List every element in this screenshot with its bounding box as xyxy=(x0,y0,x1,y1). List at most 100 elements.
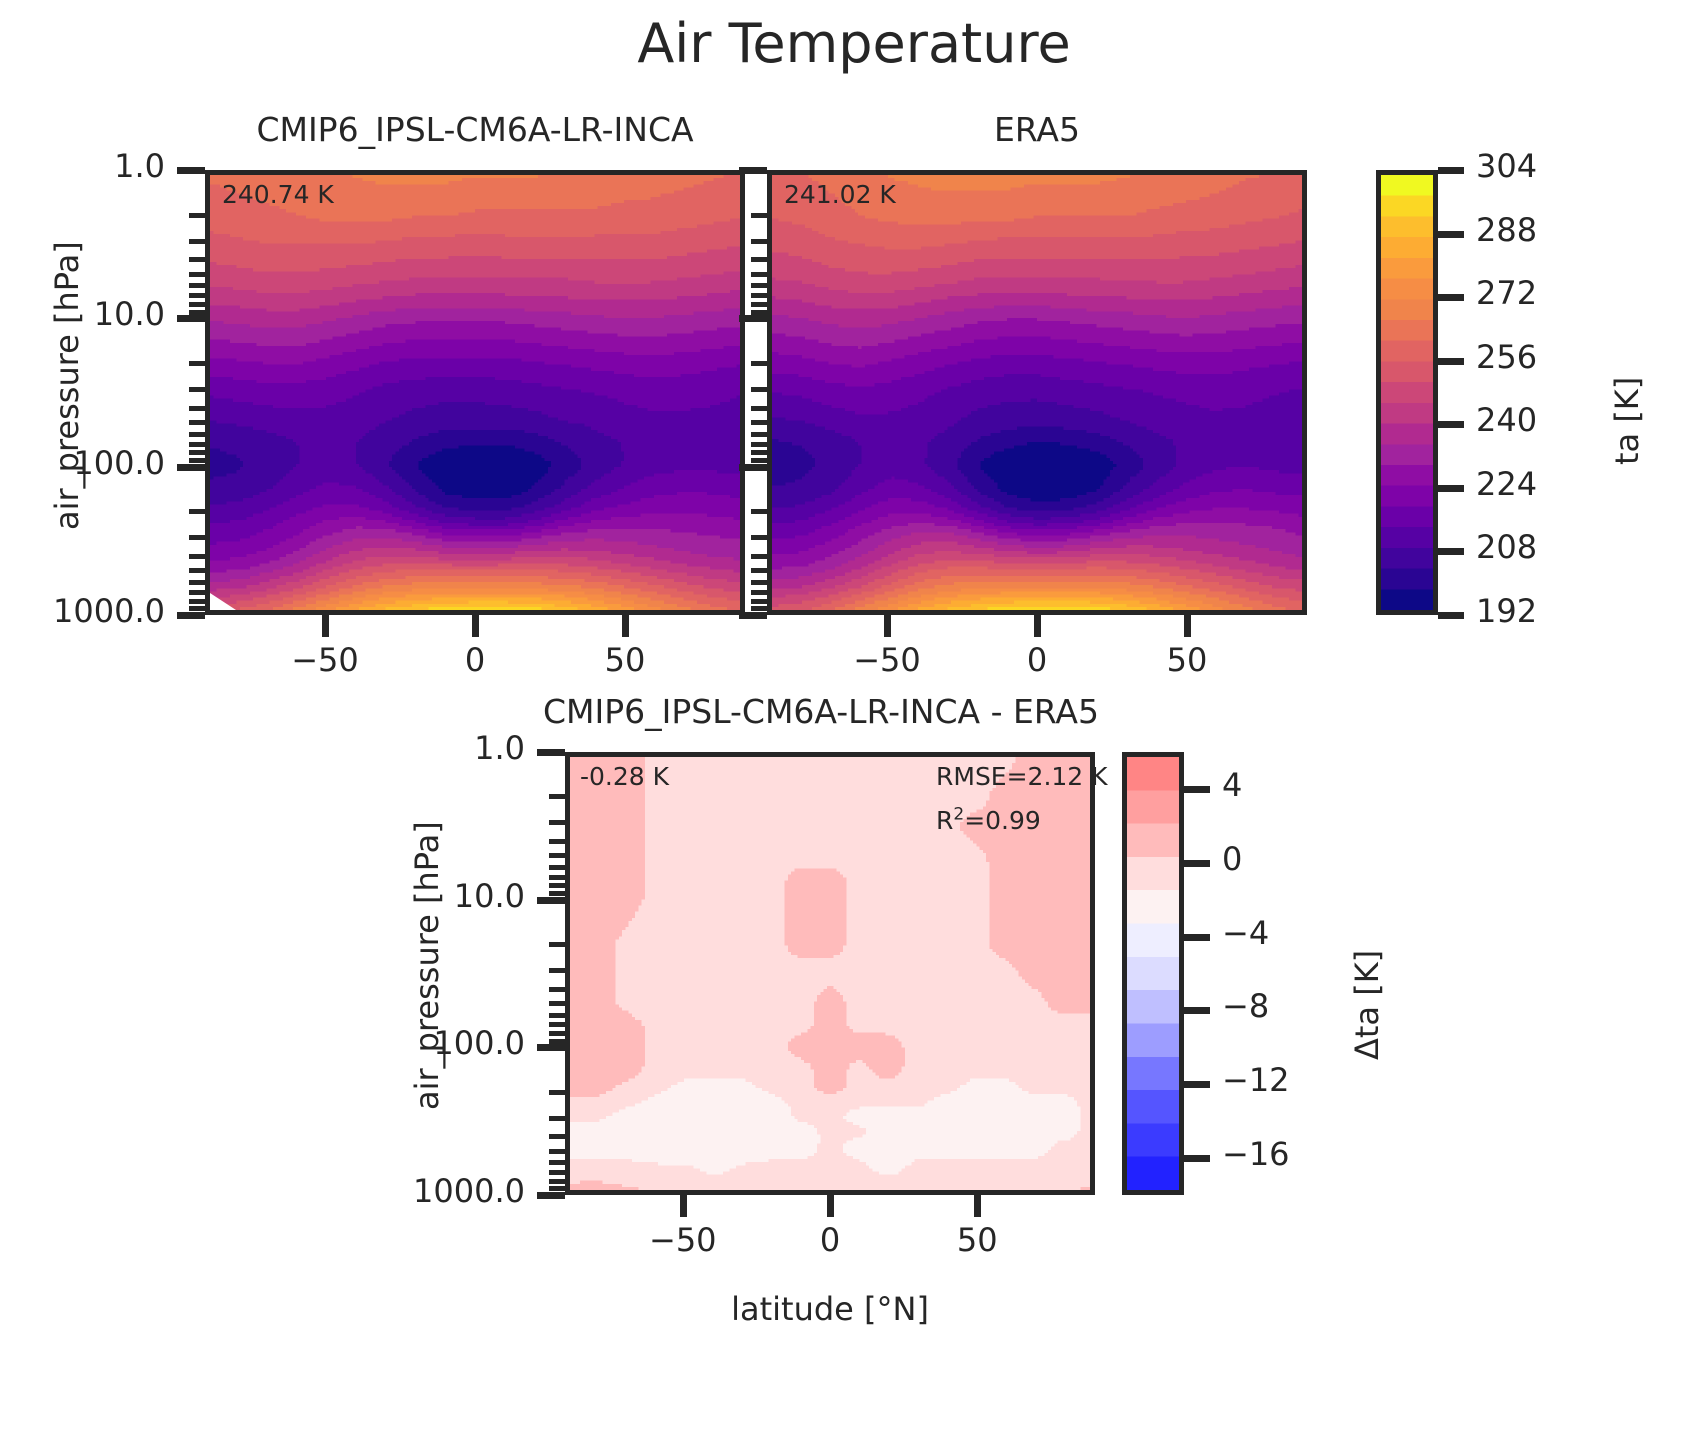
difference-y-major-tick xyxy=(537,749,565,756)
reference-y-minor-tick xyxy=(751,302,767,307)
model-y-minor-tick xyxy=(189,450,205,455)
main-colorbar-tick xyxy=(1438,612,1464,619)
reference-y-minor-tick xyxy=(751,239,767,244)
model-y-minor-tick xyxy=(189,599,205,604)
main-colorbar-tick xyxy=(1438,231,1464,238)
main-colorbar-ticklabel: 224 xyxy=(1476,465,1537,503)
main-colorbar-gradient xyxy=(1381,175,1433,610)
difference-y-minor-tick xyxy=(549,987,565,992)
model-y-minor-tick xyxy=(189,580,205,585)
model-y-major-tick xyxy=(177,167,205,174)
difference-x-major-tick xyxy=(827,1195,834,1217)
main-colorbar-ticklabel: 272 xyxy=(1476,274,1537,312)
reference-y-major-tick xyxy=(739,464,767,471)
model-y-minor-tick xyxy=(189,568,205,573)
difference-y-minor-tick xyxy=(549,820,565,825)
panel-difference-ylabel: air_pressure [hPa] xyxy=(408,821,446,1110)
model-y-major-tick xyxy=(177,612,205,619)
reference-y-minor-tick xyxy=(751,432,767,437)
difference-x-ticklabel: −50 xyxy=(613,1221,753,1259)
model-y-minor-tick xyxy=(189,442,205,447)
model-y-minor-tick xyxy=(189,509,205,514)
model-y-minor-tick xyxy=(189,283,205,288)
reference-x-major-tick xyxy=(1034,615,1041,637)
reference-contour-svg xyxy=(772,175,1302,610)
panel-reference-mean-annotation: 241.02 K xyxy=(784,180,896,209)
model-y-minor-tick xyxy=(189,432,205,437)
reference-x-ticklabel: −50 xyxy=(817,641,957,679)
difference-y-minor-tick xyxy=(549,865,565,870)
reference-x-major-tick xyxy=(1184,615,1191,637)
main-colorbar-ticklabel: 192 xyxy=(1476,592,1537,630)
difference-y-minor-tick xyxy=(549,1116,565,1121)
reference-x-ticklabel: 50 xyxy=(1117,641,1257,679)
reference-y-major-tick xyxy=(739,612,767,619)
panel-model-plot xyxy=(205,170,745,615)
difference-y-minor-tick xyxy=(549,1031,565,1036)
main-colorbar-tick xyxy=(1438,421,1464,428)
reference-y-minor-tick xyxy=(751,458,767,463)
model-y-ticklabel: 1.0 xyxy=(0,147,165,185)
difference-colorbar-tick xyxy=(1184,786,1210,793)
model-x-major-tick xyxy=(322,615,329,637)
difference-colorbar xyxy=(1122,752,1184,1195)
model-y-minor-tick xyxy=(189,361,205,366)
difference-colorbar-ticklabel: −4 xyxy=(1222,914,1269,952)
reference-y-minor-tick xyxy=(751,606,767,611)
reference-y-minor-tick xyxy=(751,568,767,573)
reference-y-minor-tick xyxy=(751,590,767,595)
difference-y-major-tick xyxy=(537,897,565,904)
r2-symbol: R xyxy=(936,806,953,835)
model-y-minor-tick xyxy=(189,387,205,392)
panel-model-title: CMIP6_IPSL-CM6A-LR-INCA xyxy=(205,110,745,149)
difference-x-ticklabel: 50 xyxy=(907,1221,1047,1259)
reference-y-minor-tick xyxy=(751,293,767,298)
main-colorbar-tick xyxy=(1438,485,1464,492)
reference-y-minor-tick xyxy=(751,272,767,277)
difference-y-minor-tick xyxy=(549,1149,565,1154)
reference-y-minor-tick xyxy=(751,213,767,218)
difference-colorbar-tick xyxy=(1184,1007,1210,1014)
model-y-minor-tick xyxy=(189,239,205,244)
model-y-minor-tick xyxy=(189,535,205,540)
model-y-minor-tick xyxy=(189,606,205,611)
difference-y-minor-tick xyxy=(549,1160,565,1165)
difference-colorbar-tick xyxy=(1184,934,1210,941)
panel-model-mean-annotation: 240.74 K xyxy=(222,180,334,209)
main-colorbar-tick xyxy=(1438,167,1464,174)
model-y-major-tick xyxy=(177,464,205,471)
difference-y-minor-tick xyxy=(549,794,565,799)
difference-y-minor-tick xyxy=(549,883,565,888)
difference-y-minor-tick xyxy=(549,1013,565,1018)
reference-y-minor-tick xyxy=(751,283,767,288)
reference-y-major-tick xyxy=(739,315,767,322)
difference-y-minor-tick xyxy=(549,1090,565,1095)
panel-difference-r2-annotation: R2=0.99 xyxy=(936,806,1041,835)
panel-reference-plot xyxy=(767,170,1307,615)
difference-colorbar-gradient xyxy=(1127,757,1179,1190)
difference-y-minor-tick xyxy=(549,968,565,973)
difference-colorbar-ticklabel: −16 xyxy=(1222,1135,1290,1173)
difference-y-minor-tick xyxy=(549,1170,565,1175)
difference-y-ticklabel: 1.0 xyxy=(350,729,525,767)
reference-x-major-tick xyxy=(884,615,891,637)
reference-y-minor-tick xyxy=(751,580,767,585)
reference-y-minor-tick xyxy=(751,361,767,366)
reference-y-minor-tick xyxy=(751,406,767,411)
model-y-minor-tick xyxy=(189,554,205,559)
difference-y-major-tick xyxy=(537,1192,565,1199)
main-colorbar-ticklabel: 256 xyxy=(1476,338,1537,376)
difference-y-minor-tick xyxy=(549,875,565,880)
difference-colorbar-ticklabel: −8 xyxy=(1222,987,1269,1025)
reference-y-minor-tick xyxy=(751,387,767,392)
reference-y-minor-tick xyxy=(751,450,767,455)
main-colorbar xyxy=(1376,170,1438,615)
panel-difference-rmse-annotation: RMSE=2.12 K xyxy=(936,762,1108,791)
difference-colorbar-ticklabel: −12 xyxy=(1222,1061,1290,1099)
reference-y-minor-tick xyxy=(751,257,767,262)
difference-y-minor-tick xyxy=(549,1134,565,1139)
r2-value: =0.99 xyxy=(964,806,1041,835)
difference-y-minor-tick xyxy=(549,891,565,896)
difference-colorbar-tick xyxy=(1184,860,1210,867)
